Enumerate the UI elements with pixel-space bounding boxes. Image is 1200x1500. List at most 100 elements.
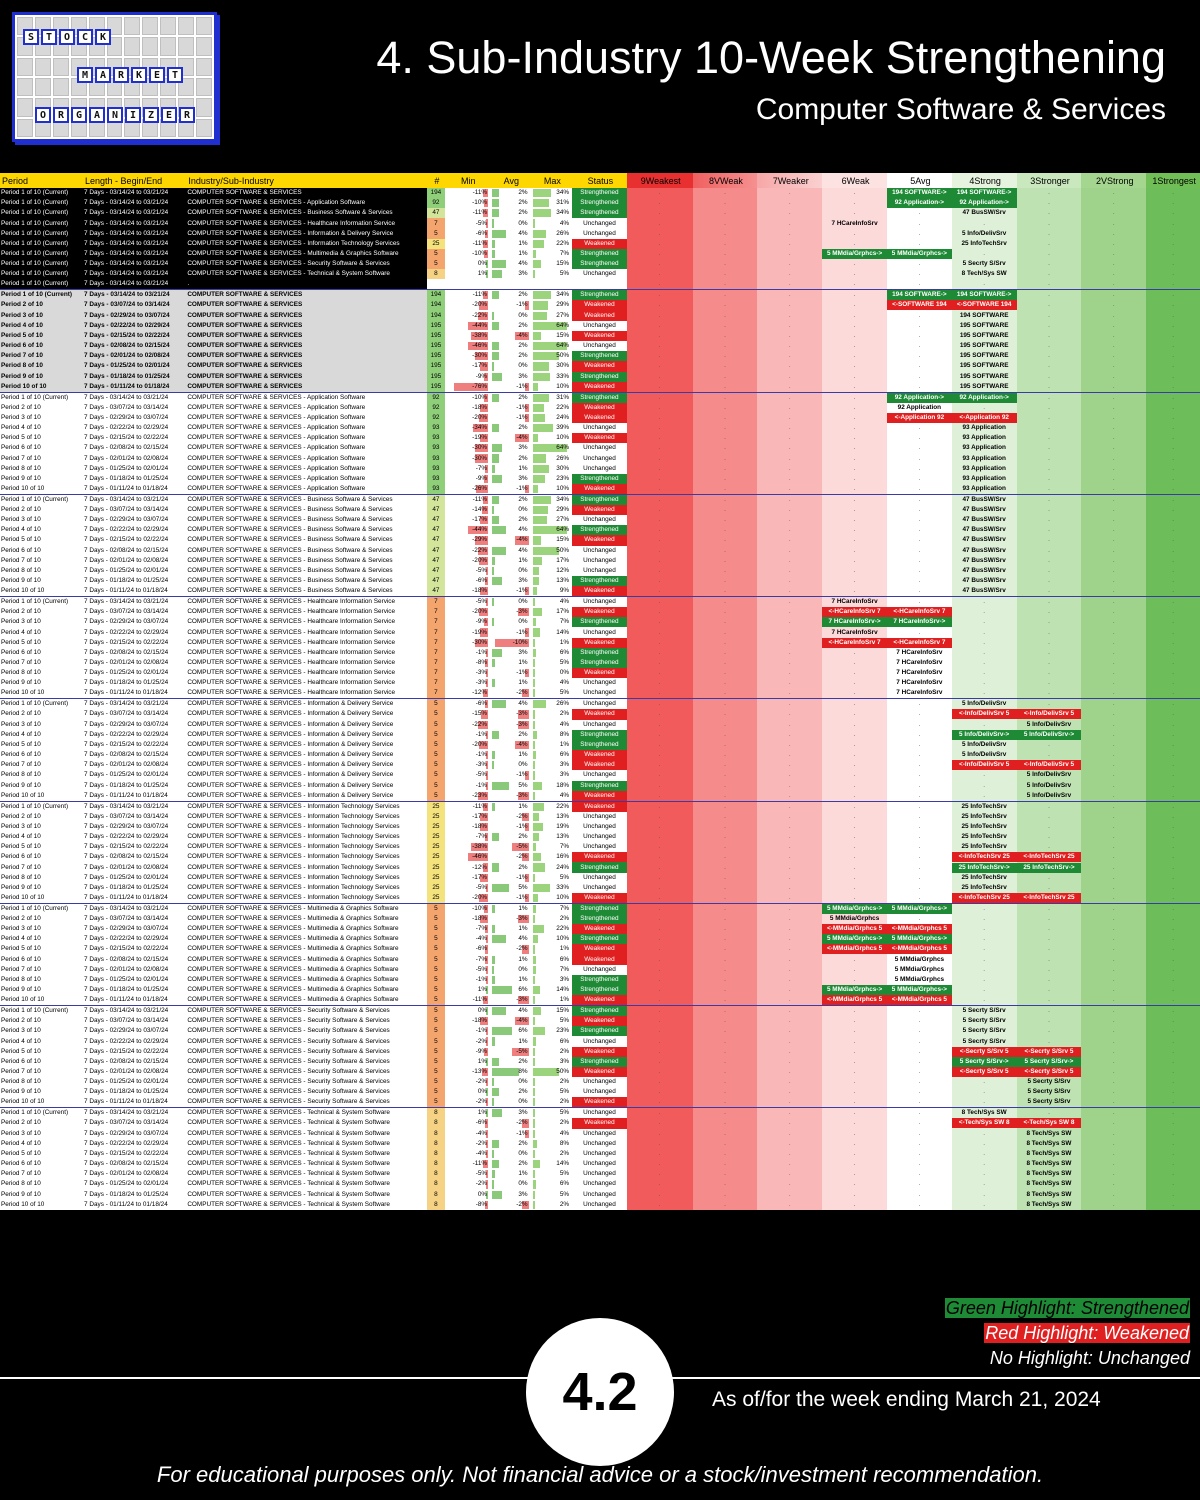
table-row: Period 3 of 10 7 Days - 02/29/24 to 03/07… — [0, 719, 1200, 730]
min-cell: -5% — [475, 566, 489, 575]
min-cell: -14% — [472, 505, 489, 515]
min-cell: -13% — [472, 1067, 489, 1077]
scale-cell: . — [1081, 555, 1147, 566]
scale-cell: . — [626, 341, 693, 352]
scale-cell: . — [1146, 924, 1200, 935]
scale-cell: . — [822, 515, 887, 526]
min-cell: 1% — [477, 986, 489, 995]
scale-cell: . — [757, 627, 823, 638]
scale-cell: . — [757, 760, 823, 771]
scale-cell: . — [886, 1016, 952, 1027]
column-header: 9Weakest — [626, 173, 693, 188]
strength-marker: 92 Application-> — [951, 391, 1017, 403]
scale-cell: . — [822, 719, 887, 730]
scale-cell: . — [626, 483, 693, 495]
max-data-bar — [532, 239, 545, 248]
industry-cell: COMPUTER SOFTWARE & SERVICES - Business … — [187, 546, 393, 554]
scale-cell: . — [626, 739, 693, 751]
min-data-bar — [485, 883, 489, 892]
count-cell: 5 — [427, 985, 445, 996]
scale-cell: . — [1081, 1056, 1147, 1067]
scale-cell: . — [951, 617, 1017, 628]
strength-marker: <-Info/DelivSrv 5 — [951, 709, 1017, 720]
avg-cell: 2% — [490, 341, 531, 351]
logo-letter: O — [35, 107, 51, 123]
strength-marker: 92 Application-> — [951, 198, 1017, 209]
max-data-bar — [532, 505, 548, 515]
strength-marker: 195 SOFTWARE — [951, 351, 1017, 362]
min-cell: -76% — [445, 382, 491, 393]
scale-cell: . — [1081, 586, 1147, 597]
scale-cell: . — [1146, 381, 1200, 393]
scale-cell: . — [822, 892, 887, 904]
scale-cell: . — [1146, 351, 1200, 362]
avg-cell: -2% — [516, 853, 529, 862]
industry-cell: COMPUTER SOFTWARE & SERVICES - Multimedi… — [187, 955, 399, 963]
length-cell: 7 Days - 03/14/24 to 03/21/24 — [83, 1005, 187, 1017]
min-cell: -17% — [472, 812, 489, 821]
max-data-bar — [532, 710, 535, 719]
scale-cell: . — [951, 657, 1017, 669]
industry-cell: COMPUTER SOFTWARE & SERVICES - Security … — [187, 1037, 390, 1045]
max-data-bar — [532, 311, 547, 320]
status-badge: Unchanged — [583, 270, 616, 278]
scale-cell: . — [757, 361, 823, 372]
scale-cell: . — [757, 995, 823, 1006]
period-cell: Period 3 of 10 — [1, 618, 41, 626]
scale-cell: . — [692, 443, 758, 454]
scale-cell: . — [951, 637, 1017, 648]
scale-cell: . — [626, 954, 693, 965]
period-cell: Period 6 of 10 — [1, 1160, 41, 1168]
count-cell: 7 — [427, 678, 445, 689]
length-cell: 7 Days - 01/11/24 to 01/18/24 — [83, 381, 187, 393]
max-data-bar — [532, 474, 545, 483]
length-cell: 7 Days - 02/15/24 to 02/22/24 — [84, 843, 169, 851]
scale-cell: . — [626, 248, 693, 260]
avg-data-bar — [492, 1027, 513, 1036]
scale-cell: . — [626, 1138, 693, 1149]
scale-cell: . — [1016, 1026, 1082, 1037]
scale-cell: . — [1081, 913, 1147, 925]
scale-cell: . — [886, 1087, 952, 1098]
avg-cell: 0% — [490, 760, 531, 770]
scale-cell: . — [951, 924, 1017, 935]
scale-cell: . — [951, 954, 1017, 965]
table-row: Period 9 of 10 7 Days - 01/18/24 to 01/25… — [0, 882, 1200, 893]
industry-cell: COMPUTER SOFTWARE & SERVICES - Healthcar… — [187, 659, 396, 667]
table-row: Period 1 of 10 (Current) 7 Days - 03/14/2… — [0, 198, 1200, 209]
scale-cell: . — [692, 279, 758, 290]
scale-cell: . — [822, 443, 887, 454]
table-row: Period 9 of 10 7 Days - 01/18/24 to 01/25… — [0, 371, 1200, 382]
status-badge: Weakened — [572, 800, 627, 812]
scale-cell: . — [886, 1199, 952, 1210]
status-badge: Strengthened — [572, 198, 627, 209]
length-cell: 7 Days - 02/22/24 to 02/29/24 — [84, 526, 169, 534]
strength-marker: 195 SOFTWARE — [951, 381, 1017, 393]
max-cell: 2% — [531, 1047, 573, 1057]
industry-cell: COMPUTER SOFTWARE & SERVICES - Healthcar… — [186, 596, 428, 608]
scale-cell: . — [626, 902, 693, 914]
column-header: 3Stronger — [1016, 173, 1082, 188]
count-cell: 92 — [427, 412, 445, 423]
min-data-bar — [486, 1139, 489, 1148]
scale-cell: . — [951, 1189, 1017, 1200]
min-cell: -9% — [475, 1047, 489, 1056]
table-row: Period 3 of 10 7 Days - 02/29/24 to 03/07… — [0, 617, 1200, 628]
scale-cell: . — [626, 402, 693, 413]
count-cell: 5 — [427, 934, 445, 945]
scale-cell: . — [757, 1199, 823, 1210]
scale-cell: . — [1146, 576, 1200, 587]
min-data-bar — [484, 955, 489, 964]
scale-cell: . — [1016, 515, 1082, 526]
scale-cell: . — [757, 698, 823, 710]
status-badge: Unchanged — [572, 596, 627, 608]
status-badge: Unchanged — [583, 812, 616, 820]
min-cell: 1% — [477, 270, 489, 279]
scale-cell: . — [626, 361, 693, 372]
length-cell: 7 Days - 01/25/24 to 02/01/24 — [84, 771, 169, 779]
min-cell: -6% — [475, 577, 489, 586]
scale-cell: . — [1081, 259, 1147, 270]
scale-cell: . — [822, 1159, 887, 1170]
table-row: Period 5 of 10 7 Days - 02/15/24 to 02/22… — [0, 433, 1200, 444]
scale-cell: . — [626, 872, 693, 883]
